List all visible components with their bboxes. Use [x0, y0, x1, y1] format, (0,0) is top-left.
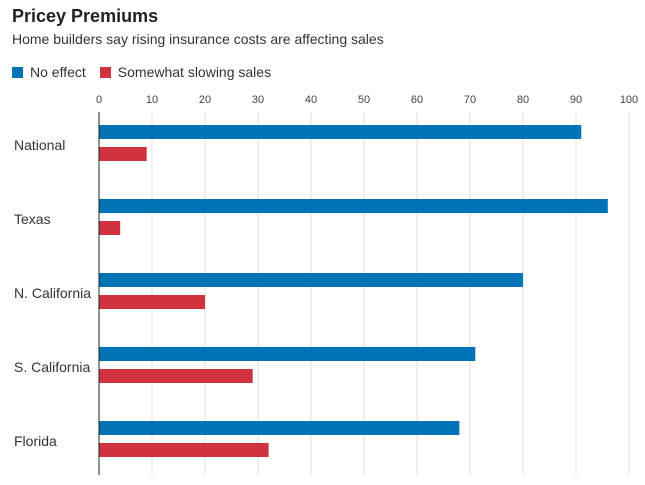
- bar-n-california-no-effect: [99, 273, 523, 287]
- chart-title: Pricey Premiums: [12, 6, 159, 26]
- legend-item-no-effect: No effect: [12, 64, 86, 80]
- chart-subtitle: Home builders say rising insurance costs…: [12, 31, 384, 47]
- legend-item-slowing-sales: Somewhat slowing sales: [99, 64, 272, 80]
- x-tick-label-100: 100: [620, 94, 638, 106]
- x-tick-label-80: 80: [517, 94, 529, 106]
- bar-florida-no-effect: [99, 421, 460, 435]
- x-tick-label-60: 60: [411, 94, 423, 106]
- bar-texas-somewhat-slowing-sales: [99, 221, 121, 235]
- category-label-texas: Texas: [14, 211, 51, 227]
- x-tick-label-10: 10: [146, 94, 158, 106]
- x-tick-label-50: 50: [358, 94, 370, 106]
- legend-swatch-slowing-sales: [99, 66, 111, 78]
- category-labels: National Texas N. California S. California F…: [14, 137, 91, 449]
- legend-label-slowing-sales: Somewhat slowing sales: [117, 64, 272, 80]
- bars: [99, 125, 608, 457]
- bar-texas-no-effect: [99, 199, 608, 213]
- category-label-national: National: [14, 137, 65, 153]
- x-tick-label-20: 20: [199, 94, 211, 106]
- bar-n-california-somewhat-slowing-sales: [99, 295, 205, 309]
- x-tick-label-70: 70: [464, 94, 476, 106]
- bar-florida-somewhat-slowing-sales: [99, 443, 269, 457]
- x-tick-label-0: 0: [96, 94, 102, 106]
- x-tick-label-40: 40: [305, 94, 317, 106]
- category-label-s-california: S. California: [14, 359, 90, 375]
- bar-national-somewhat-slowing-sales: [99, 147, 147, 161]
- bar-s-california-somewhat-slowing-sales: [99, 369, 253, 383]
- bar-national-no-effect: [99, 125, 582, 139]
- category-label-florida: Florida: [14, 433, 57, 449]
- x-tick-label-90: 90: [570, 94, 582, 106]
- legend-label-no-effect: No effect: [30, 64, 86, 80]
- legend: No effect Somewhat slowing sales: [12, 64, 285, 80]
- x-axis-ticks: 0 10 20 30 40 50 60 70 80 90 100: [96, 94, 638, 106]
- bar-s-california-no-effect: [99, 347, 476, 361]
- category-label-n-california: N. California: [14, 285, 91, 301]
- x-tick-label-30: 30: [252, 94, 264, 106]
- legend-swatch-no-effect: [12, 66, 23, 78]
- gridlines: [151, 112, 630, 475]
